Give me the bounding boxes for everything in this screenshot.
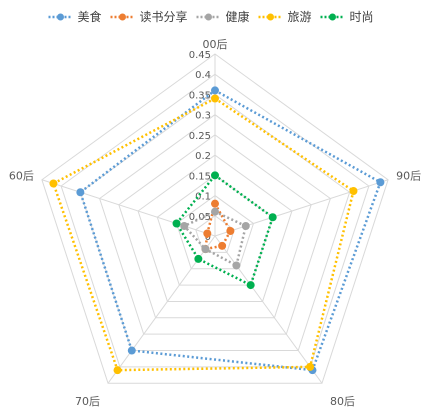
series-美食 — [76, 86, 385, 375]
data-point — [306, 362, 315, 371]
data-point — [172, 219, 181, 228]
data-point — [201, 245, 210, 254]
series-layer — [49, 86, 385, 375]
data-point — [349, 187, 358, 196]
category-label: 70后 — [75, 395, 100, 408]
grid-spoke — [214, 235, 323, 384]
grid — [41, 53, 389, 384]
data-point — [211, 199, 219, 208]
legend-marker — [119, 13, 126, 21]
series-时尚 — [172, 171, 277, 290]
legend-label: 时尚 — [350, 10, 374, 24]
tick-label: 0.1 — [195, 192, 211, 203]
grid-ring — [79, 93, 351, 352]
data-point — [226, 227, 235, 236]
series-line — [182, 210, 248, 268]
legend-item: 美食 — [48, 9, 102, 24]
data-point — [241, 222, 250, 231]
category-label: 60后 — [9, 169, 34, 182]
grid-ring — [175, 194, 255, 270]
tick-label: 0.4 — [195, 70, 211, 81]
series-健康 — [180, 207, 250, 270]
data-point — [211, 171, 219, 180]
data-point — [232, 261, 241, 270]
data-point — [211, 86, 219, 95]
data-point — [203, 229, 212, 238]
legend-label: 健康 — [226, 9, 250, 24]
legend-marker — [267, 13, 274, 21]
legend-item: 读书分享 — [110, 9, 188, 24]
legend-marker — [57, 13, 64, 21]
tick-label: 0.25 — [189, 131, 211, 142]
legend-marker — [205, 13, 212, 21]
legend-marker — [329, 13, 336, 21]
data-point — [268, 213, 277, 222]
data-point — [211, 207, 219, 216]
legend-label: 读书分享 — [140, 9, 188, 24]
category-label: 90后 — [396, 169, 421, 182]
grid-ring — [99, 114, 331, 335]
tick-label: 0.2 — [195, 151, 211, 162]
grid-ring — [41, 53, 389, 384]
tick-label: 0.3 — [195, 111, 211, 122]
data-point — [218, 241, 227, 250]
tick-label: 0.35 — [189, 90, 211, 101]
grid-ring — [118, 134, 312, 319]
legend-item: 旅游 — [258, 10, 312, 24]
series-line — [78, 88, 382, 372]
legend-label: 旅游 — [288, 10, 312, 24]
legend-label: 美食 — [78, 9, 102, 24]
legend: 美食 读书分享 健康 旅游 时尚 — [48, 9, 374, 24]
grid-ring — [137, 154, 293, 302]
data-point — [194, 254, 203, 263]
tick-label: 0.15 — [189, 171, 211, 182]
data-point — [76, 188, 85, 197]
category-labels: 00后 90后 80后 70后 60后 — [9, 38, 421, 408]
series-line — [175, 173, 275, 287]
category-label: 00后 — [203, 38, 228, 51]
legend-item: 时尚 — [320, 10, 374, 24]
data-point — [127, 346, 136, 355]
tick-label: 0.45 — [189, 50, 211, 61]
data-point — [49, 179, 58, 188]
data-point — [113, 366, 122, 375]
data-point — [246, 281, 255, 290]
series-line — [204, 200, 232, 251]
series-旅游 — [49, 94, 358, 375]
tick-label: 0.05 — [189, 212, 211, 223]
data-point — [180, 222, 189, 231]
data-point — [376, 178, 385, 187]
data-point — [211, 94, 219, 103]
category-label: 80后 — [330, 395, 355, 408]
legend-item: 健康 — [196, 9, 250, 24]
